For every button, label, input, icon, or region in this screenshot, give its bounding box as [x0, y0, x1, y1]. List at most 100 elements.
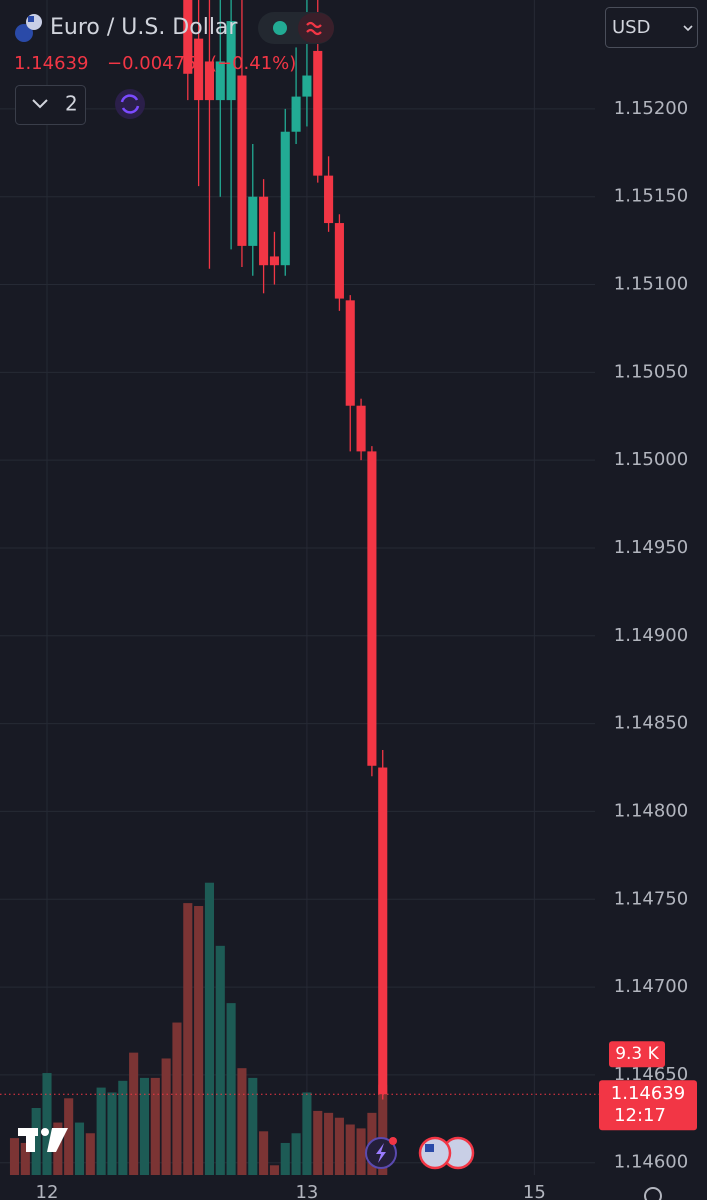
y-tick-label: 1.14650: [614, 1064, 688, 1085]
candle-body: [378, 767, 388, 1095]
volume-layer: [9, 882, 388, 1175]
market-open-dot: [273, 21, 287, 35]
symbol-name: Euro / U.S. Dollar: [50, 15, 238, 40]
volume-bar: [194, 906, 204, 1175]
sync-button[interactable]: [115, 89, 145, 119]
volume-bar: [378, 1084, 388, 1175]
candle-layer: [183, 0, 388, 1100]
y-tick-label: 1.14750: [614, 888, 688, 909]
volume-label: 9.3 K: [615, 1044, 659, 1064]
sync-icon: [120, 94, 140, 114]
candle-body: [204, 61, 215, 101]
volume-bar: [74, 1122, 85, 1175]
y-tick-label: 1.14950: [614, 537, 688, 558]
indicators-toggle[interactable]: [15, 85, 86, 125]
delay-icon: [306, 21, 322, 36]
volume-bar: [85, 1133, 95, 1175]
y-tick-label: 1.15000: [614, 449, 688, 470]
x-tick-label: 13: [295, 1182, 318, 1200]
y-tick-label: 1.14900: [614, 625, 688, 646]
candle-body: [194, 38, 204, 101]
y-tick-label: 1.15150: [614, 186, 688, 207]
price-change: −0.00475: [107, 53, 197, 74]
candle-body: [280, 131, 290, 266]
candle-body: [215, 61, 225, 101]
volume-bar: [226, 1003, 236, 1175]
volume-bar: [302, 1092, 312, 1175]
candle-body: [226, 21, 236, 101]
volume-bar: [345, 1124, 355, 1175]
economic-event-icon[interactable]: [418, 1136, 475, 1170]
candle-body: [302, 75, 312, 97]
volume-bar: [356, 1128, 366, 1175]
volume-bar: [215, 945, 225, 1175]
volume-bar: [107, 1092, 117, 1175]
candle-body: [291, 96, 301, 132]
tradingview-logo: [18, 1128, 68, 1152]
bar-countdown: 12:17: [614, 1105, 666, 1126]
candle-body: [269, 256, 279, 266]
last-price-box: [599, 1080, 697, 1131]
candle-body: [356, 405, 366, 452]
axes: 1.15200 1.15150 1.15100 1.15050 1.15000 1.149…: [0, 98, 697, 1200]
volume-bar: [269, 1165, 279, 1175]
volume-bar: [280, 1142, 290, 1175]
volume-bar: [313, 1110, 323, 1175]
y-tick-label: 1.14850: [614, 713, 688, 734]
y-tick-label: 1.14600: [614, 1152, 688, 1173]
last-price-label: 1.14639: [611, 1083, 685, 1104]
volume-bar: [161, 1058, 171, 1175]
volume-bar: [259, 1131, 269, 1175]
volume-bar: [64, 1098, 74, 1175]
candle-body: [183, 0, 193, 74]
currency-chevron: [683, 25, 693, 32]
volume-bar: [204, 882, 215, 1175]
y-tick-label: 1.14800: [614, 800, 688, 821]
chevron-icon: [32, 99, 48, 109]
candle-body: [313, 50, 323, 176]
settings-icon[interactable]: [644, 1187, 662, 1200]
volume-bar: [334, 1117, 344, 1175]
candle-body: [345, 300, 355, 406]
volume-bar: [248, 1077, 258, 1175]
volume-bar: [20, 1142, 30, 1175]
volume-label-box: [609, 1041, 665, 1068]
candle-body: [324, 175, 334, 224]
y-tick-label: 1.15050: [614, 361, 688, 382]
symbol-icon: [15, 14, 42, 42]
volume-bar: [172, 1022, 182, 1175]
last-price: 1.14639: [14, 53, 88, 74]
event-icon[interactable]: [365, 1137, 397, 1169]
volume-bar: [42, 1073, 52, 1175]
volume-bar: [118, 1080, 128, 1175]
candle-body: [248, 196, 258, 246]
indicators-count: 2: [65, 92, 78, 116]
volume-bar: [324, 1112, 334, 1175]
volume-bar: [9, 1138, 20, 1175]
volume-bar: [237, 1068, 247, 1175]
delay-badge: [298, 13, 334, 43]
x-tick-label: 15: [523, 1182, 546, 1200]
currency: USD: [612, 17, 650, 38]
volume-bar: [96, 1087, 106, 1175]
candle-body: [259, 196, 269, 266]
volume-bar: [139, 1077, 150, 1175]
x-tick-label: 12: [36, 1182, 59, 1200]
candle-body: [334, 223, 344, 299]
y-tick-label: 1.15100: [614, 274, 688, 295]
candle-body: [367, 451, 377, 766]
volume-bar: [150, 1077, 160, 1175]
volume-bar: [183, 903, 193, 1175]
y-tick-label: 1.15200: [614, 98, 688, 119]
candle-body: [237, 75, 247, 246]
volume-bar: [31, 1107, 41, 1175]
currency-select[interactable]: [605, 7, 698, 48]
volume-bar: [129, 1052, 139, 1175]
volume-bar: [53, 1122, 63, 1175]
y-tick-label: 1.14700: [614, 976, 688, 997]
volume-bar: [291, 1133, 301, 1175]
price-change-percent: (−0.41%): [210, 53, 296, 74]
